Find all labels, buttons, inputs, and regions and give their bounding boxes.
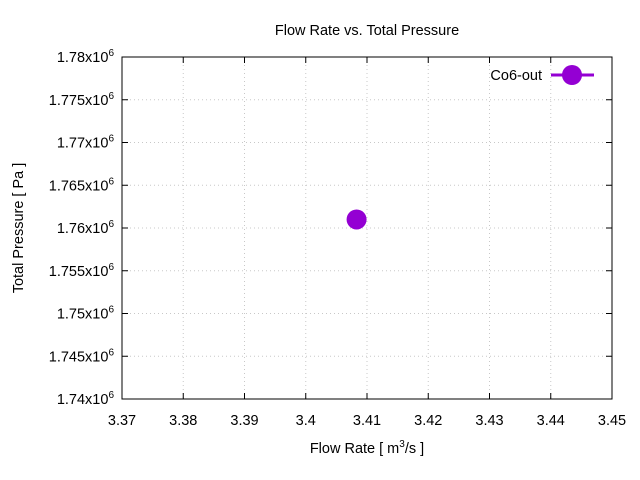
x-axis-title-pre: Flow Rate [ m: [310, 441, 399, 457]
legend: Co6-out: [490, 65, 594, 85]
x-tick-label: 3.44: [537, 413, 565, 429]
y-tick-label: 1.76x106: [57, 219, 115, 237]
x-tick-label: 3.38: [169, 413, 197, 429]
x-tick-label: 3.37: [108, 413, 136, 429]
legend-marker-swatch: [562, 65, 582, 85]
y-tick-label: 1.775x106: [49, 91, 115, 109]
y-tick-label: 1.77x106: [57, 134, 115, 152]
data-point: [347, 209, 367, 229]
chart-root: Flow Rate vs. Total Pressure 3.37 3.38 3.3…: [0, 0, 640, 480]
x-tick-labels: 3.37 3.38 3.39 3.4 3.41 3.42 3.43 3.44 3.45: [108, 413, 626, 429]
x-tick-label: 3.4: [296, 413, 316, 429]
legend-label: Co6-out: [490, 68, 542, 84]
grid-lines: [122, 57, 612, 399]
y-tick-label: 1.755x106: [49, 262, 115, 280]
scatter-chart: Flow Rate vs. Total Pressure 3.37 3.38 3.3…: [0, 0, 640, 480]
x-axis-title-post: /s ]: [405, 441, 424, 457]
y-tick-label: 1.765x106: [49, 176, 115, 194]
y-tick-labels: 1.74x106 1.745x106 1.75x106 1.755x106 1.76x1…: [49, 48, 115, 408]
chart-title: Flow Rate vs. Total Pressure: [275, 23, 459, 39]
y-tick-label: 1.745x106: [49, 347, 115, 365]
series-layer: [347, 209, 367, 229]
x-tick-label: 3.45: [598, 413, 626, 429]
x-tick-label: 3.42: [414, 413, 442, 429]
x-axis-title: Flow Rate [ m3/s ]: [310, 439, 424, 457]
y-tick-label: 1.74x106: [57, 390, 115, 408]
y-axis-title: Total Pressure [ Pa ]: [11, 163, 27, 294]
x-tick-label: 3.39: [230, 413, 258, 429]
y-tick-label: 1.78x106: [57, 48, 115, 66]
x-tick-label: 3.43: [475, 413, 503, 429]
y-tick-label: 1.75x106: [57, 305, 115, 323]
x-tick-label: 3.41: [353, 413, 381, 429]
